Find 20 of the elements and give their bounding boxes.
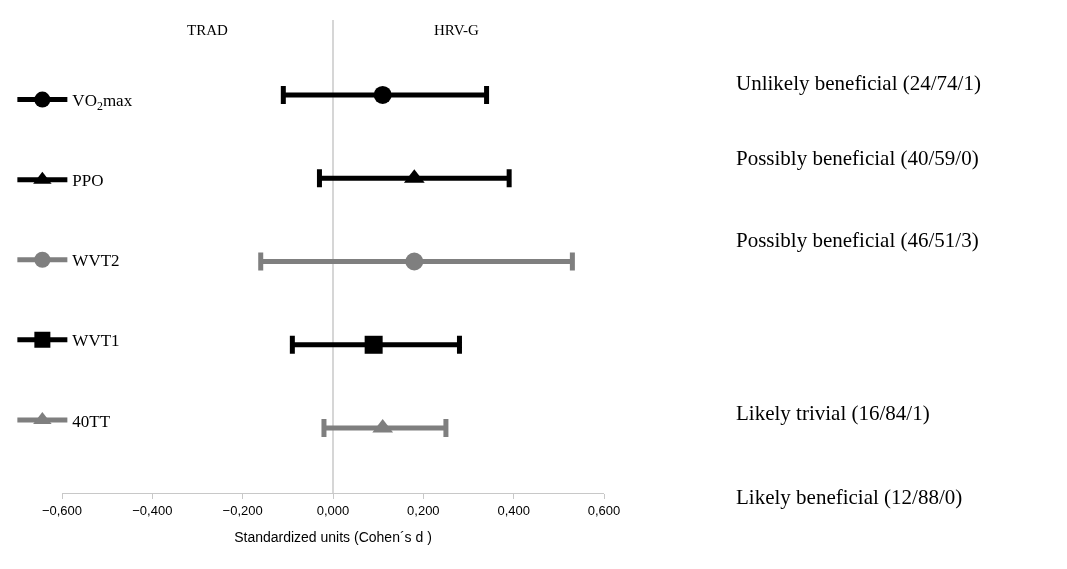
legend-label: 40TT: [72, 411, 111, 431]
legend-label: VO$_{2}$max: [72, 91, 133, 113]
text: Likely beneficial (12/88/0): [736, 485, 963, 509]
text: Likely trivial (16/84/1): [736, 401, 930, 425]
x-tick-label: 0,400: [497, 502, 530, 518]
annotation: TRAD: [187, 22, 228, 38]
legend-label: WVT1: [72, 331, 120, 351]
x-tick-label: 0,600: [587, 502, 621, 518]
x-tick-label: 0,000: [316, 502, 350, 518]
x-tick-label: −0,600: [41, 502, 83, 518]
x-tick-label: −0,200: [222, 502, 263, 518]
text: Possibly beneficial (46/51/3): [736, 228, 979, 252]
legend-label: WVT2: [72, 251, 120, 271]
text: Unlikely beneficial (24/74/1): [736, 71, 981, 95]
text: Possibly beneficial (40/59/0): [736, 146, 979, 170]
annotation: HRV-G: [434, 22, 480, 38]
legend-label: PPO: [72, 171, 104, 191]
x-tick-label: 0,200: [407, 502, 440, 518]
x-tick-label: −0,400: [132, 502, 173, 518]
x-axis-title: Standardized units (Cohen´s d ): [234, 528, 432, 545]
